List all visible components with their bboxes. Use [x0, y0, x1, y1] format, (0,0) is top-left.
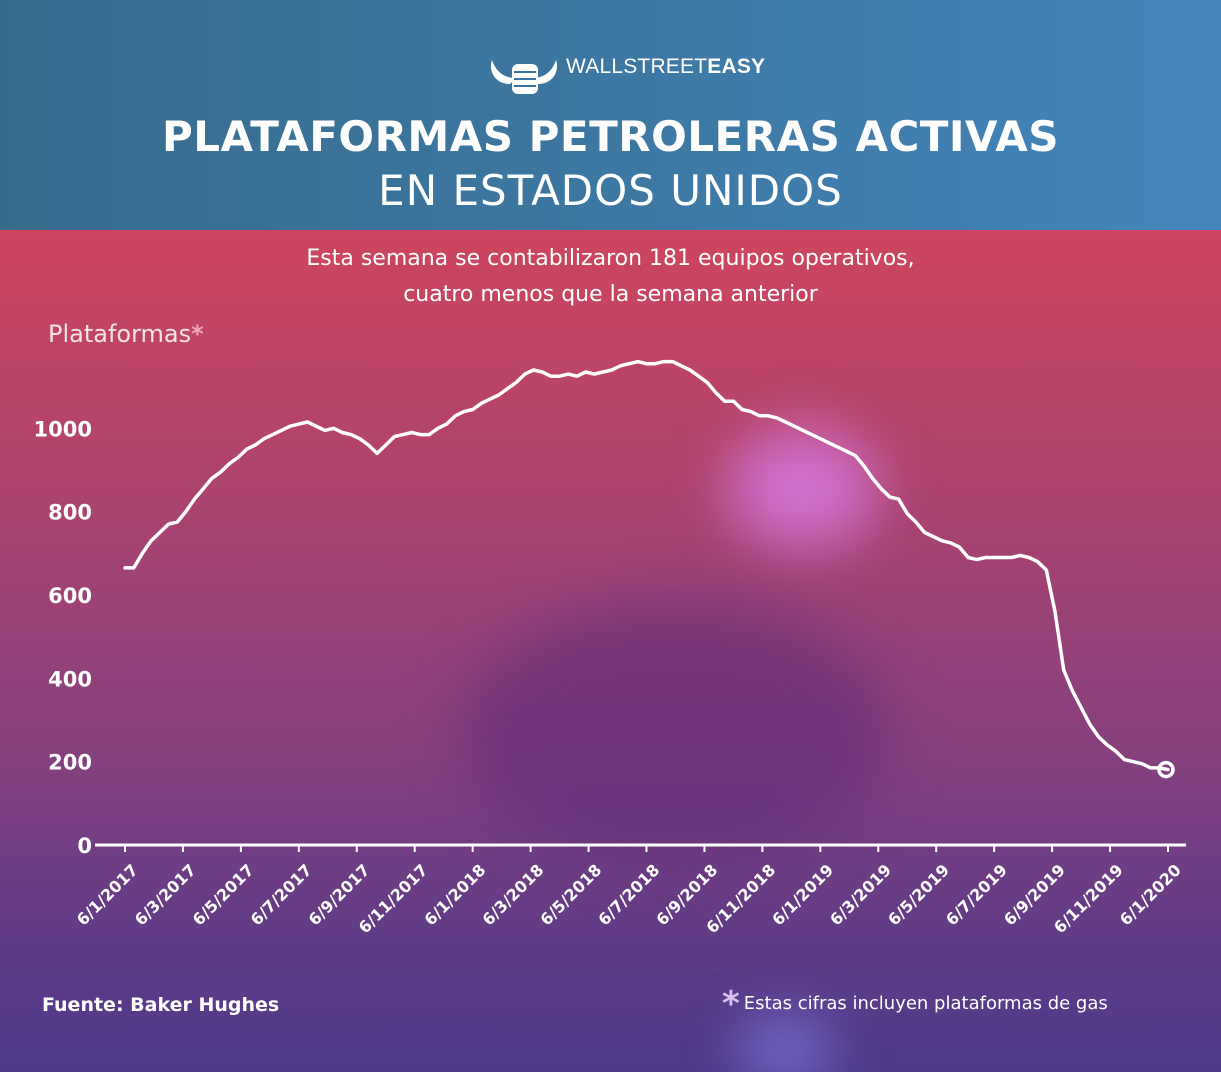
y-axis-title-text: Plataformas [48, 320, 192, 348]
page-title: PLATAFORMAS PETROLERAS ACTIVAS [162, 112, 1059, 161]
brand-name: WALLSTREETEASY [566, 55, 765, 79]
x-tick-label: 6/1/2018 [421, 860, 490, 929]
page-subtitle: EN ESTADOS UNIDOS [378, 166, 843, 215]
bull-fist-icon [490, 60, 558, 94]
brand-bold: EASY [707, 55, 766, 78]
footnote: * Estas cifras incluyen plataformas de ga… [722, 984, 1108, 1024]
asterisk-icon: * [722, 984, 740, 1024]
series-line [123, 359, 1170, 772]
description-line-1: Esta semana se contabilizaron 181 equipo… [306, 246, 915, 271]
y-tick-label: 800 [48, 501, 92, 525]
x-tick-label: 6/1/2020 [1116, 860, 1185, 929]
x-tick-label: 6/1/2019 [768, 860, 837, 929]
x-tick-label: 6/7/2019 [942, 860, 1011, 929]
description-line-2: cuatro menos que la semana anterior [403, 282, 818, 307]
x-tick-label: 6/7/2018 [594, 860, 663, 929]
y-tick-label: 200 [48, 751, 92, 775]
header-banner: WALLSTREETEASY PLATAFORMAS PETROLERAS AC… [0, 0, 1221, 230]
x-tick-label: 6/1/2017 [73, 860, 142, 929]
source-text: Fuente: Baker Hughes [42, 994, 280, 1016]
y-tick-label: 0 [77, 834, 92, 858]
x-tick-label: 6/5/2019 [884, 860, 953, 929]
y-axis-ticks: 0 200 400 600 800 1000 [34, 417, 92, 858]
x-tick-label: 6/3/2019 [826, 860, 895, 929]
x-tick-label: 6/5/2018 [536, 860, 605, 929]
x-tick-label: 6/5/2017 [189, 860, 258, 929]
x-tick-label: 6/7/2017 [247, 860, 316, 929]
y-tick-label: 600 [48, 584, 92, 608]
y-tick-label: 400 [48, 667, 92, 691]
asterisk-icon: * [191, 320, 204, 348]
last-point-marker [1157, 760, 1175, 779]
x-tick-label: 6/3/2018 [479, 860, 548, 929]
footnote-text: Estas cifras incluyen plataformas de gas [743, 993, 1108, 1014]
x-axis-ticks: 6/1/20176/3/20176/5/20176/7/20176/9/2017… [73, 845, 1185, 937]
y-axis-title: Plataformas* [48, 320, 204, 348]
x-tick-label: 6/3/2017 [131, 860, 200, 929]
y-tick-label: 1000 [34, 417, 92, 441]
brand-light: WALLSTREET [566, 55, 708, 78]
